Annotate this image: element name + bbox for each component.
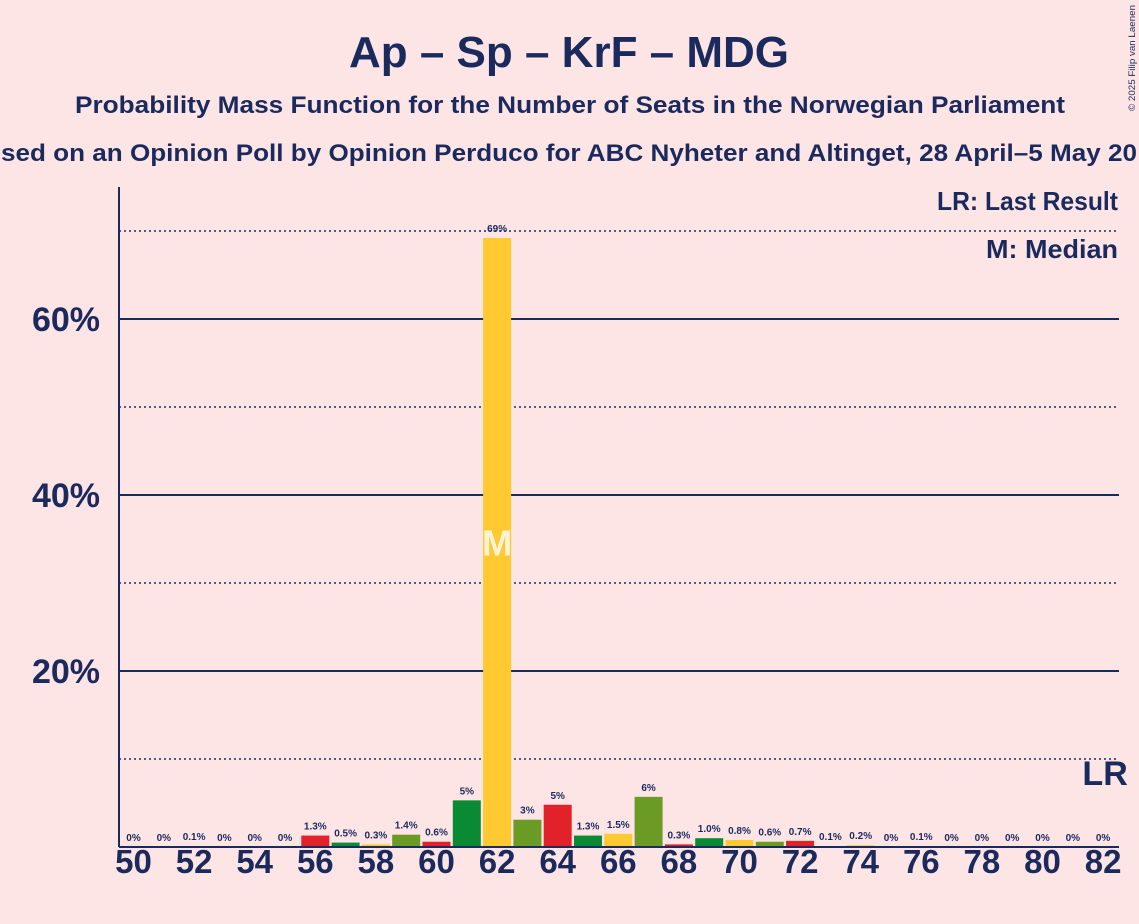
bar-seat-59 <box>392 834 421 847</box>
bar-value-label-74: 0.2% <box>849 831 872 842</box>
bar-value-label-61: 5% <box>460 786 475 797</box>
legend-last-result: LR: Last Result <box>937 186 1118 216</box>
chart-markers: M LR <box>482 523 1128 793</box>
median-marker: M <box>482 523 512 564</box>
bar-value-label-62: 69% <box>487 224 507 235</box>
bar-seat-66 <box>604 833 633 847</box>
bar-value-label-51: 0% <box>157 833 172 844</box>
x-tick-label-50: 50 <box>115 843 152 880</box>
copyright-notice: © 2025 Filip van Laenen <box>1127 5 1137 111</box>
bar-value-label-50: 0% <box>126 833 141 844</box>
x-tick-label-70: 70 <box>721 843 758 880</box>
x-tick-label-60: 60 <box>418 843 455 880</box>
bar-value-labels: 0% 0% 0.1% 0% 0% 0% 1.3% 0.5% 0.3% 1.4% 0.6% 5% 69% 3… <box>126 224 1110 844</box>
axes <box>118 187 1119 848</box>
bar-value-label-77: 0% <box>944 833 959 844</box>
bar-seat-56 <box>301 835 330 847</box>
bar-value-label-59: 1.4% <box>395 821 418 832</box>
bar-seat-68 <box>664 844 693 847</box>
bar-seat-62 <box>483 238 512 848</box>
bar-value-label-65: 1.3% <box>577 822 600 833</box>
bar-value-label-81: 0% <box>1066 833 1081 844</box>
chart-subtitle: Probability Mass Function for the Number… <box>75 92 1065 119</box>
bar-value-label-63: 3% <box>520 806 535 817</box>
bar-value-label-56: 1.3% <box>304 822 327 833</box>
gridlines <box>119 230 1119 760</box>
bar-seat-65 <box>574 835 602 847</box>
x-tick-label-78: 78 <box>964 843 1001 880</box>
x-tick-label-62: 62 <box>479 843 516 880</box>
chart-title: Ap – Sp – KrF – MDG <box>349 28 789 77</box>
y-tick-label-60: 60% <box>32 301 100 339</box>
bar-value-label-55: 0% <box>278 833 293 844</box>
bar-value-label-52: 0.1% <box>183 832 206 843</box>
bar-value-label-60: 0.6% <box>425 828 448 839</box>
x-tick-label-56: 56 <box>297 843 334 880</box>
x-tick-label-68: 68 <box>661 843 698 880</box>
bar-value-label-78: 0% <box>975 833 990 844</box>
bar-seat-61 <box>452 800 481 847</box>
x-tick-label-80: 80 <box>1024 843 1061 880</box>
y-tick-label-20: 20% <box>32 653 100 691</box>
bar-value-label-82: 0% <box>1096 833 1111 844</box>
x-tick-label-54: 54 <box>236 843 273 880</box>
bar-seat-64 <box>543 804 572 847</box>
y-tick-label-40: 40% <box>32 477 100 515</box>
x-tick-label-74: 74 <box>842 843 879 880</box>
bar-seat-60 <box>422 841 451 847</box>
bar-value-label-79: 0% <box>1005 833 1020 844</box>
bar-seat-67 <box>634 796 663 847</box>
last-result-marker: LR <box>1082 755 1127 793</box>
legend-median: M: Median <box>986 234 1118 264</box>
bar-seat-63 <box>513 819 542 847</box>
bars <box>180 238 936 848</box>
bar-value-label-54: 0% <box>247 833 262 844</box>
x-tick-label-58: 58 <box>358 843 395 880</box>
bar-value-label-58: 0.3% <box>365 830 388 841</box>
bar-value-label-73: 0.1% <box>819 832 842 843</box>
bar-seat-69 <box>695 838 724 847</box>
bar-seat-57 <box>331 842 360 847</box>
bar-value-label-80: 0% <box>1035 833 1050 844</box>
bar-seat-72 <box>786 840 815 847</box>
bar-value-label-68: 0.3% <box>668 830 691 841</box>
tick-labels: 50 52 54 56 58 60 62 64 66 68 70 72 74 76 78 80 82 20% 40%… <box>32 301 1122 880</box>
bar-value-label-64: 5% <box>550 791 565 802</box>
bar-value-label-70: 0.8% <box>728 826 751 837</box>
bar-value-label-72: 0.7% <box>789 827 812 838</box>
bar-value-label-71: 0.6% <box>758 828 781 839</box>
x-tick-label-64: 64 <box>539 843 576 880</box>
bar-value-label-67: 6% <box>641 783 656 794</box>
x-tick-label-82: 82 <box>1085 843 1122 880</box>
bar-value-label-75: 0% <box>884 833 899 844</box>
x-tick-label-72: 72 <box>782 843 819 880</box>
bar-seat-70 <box>725 839 754 847</box>
bar-seat-71 <box>755 841 784 847</box>
x-tick-label-66: 66 <box>600 843 637 880</box>
chart-source-line: sed on an Opinion Poll by Opinion Perduc… <box>1 140 1137 167</box>
bar-value-label-66: 1.5% <box>607 820 630 831</box>
bar-value-label-57: 0.5% <box>334 829 357 840</box>
bar-value-label-53: 0% <box>217 833 232 844</box>
bar-seat-58 <box>361 844 390 847</box>
bar-value-label-69: 1.0% <box>698 824 721 835</box>
bar-value-label-76: 0.1% <box>910 832 933 843</box>
x-tick-label-52: 52 <box>176 843 213 880</box>
x-tick-label-76: 76 <box>903 843 940 880</box>
